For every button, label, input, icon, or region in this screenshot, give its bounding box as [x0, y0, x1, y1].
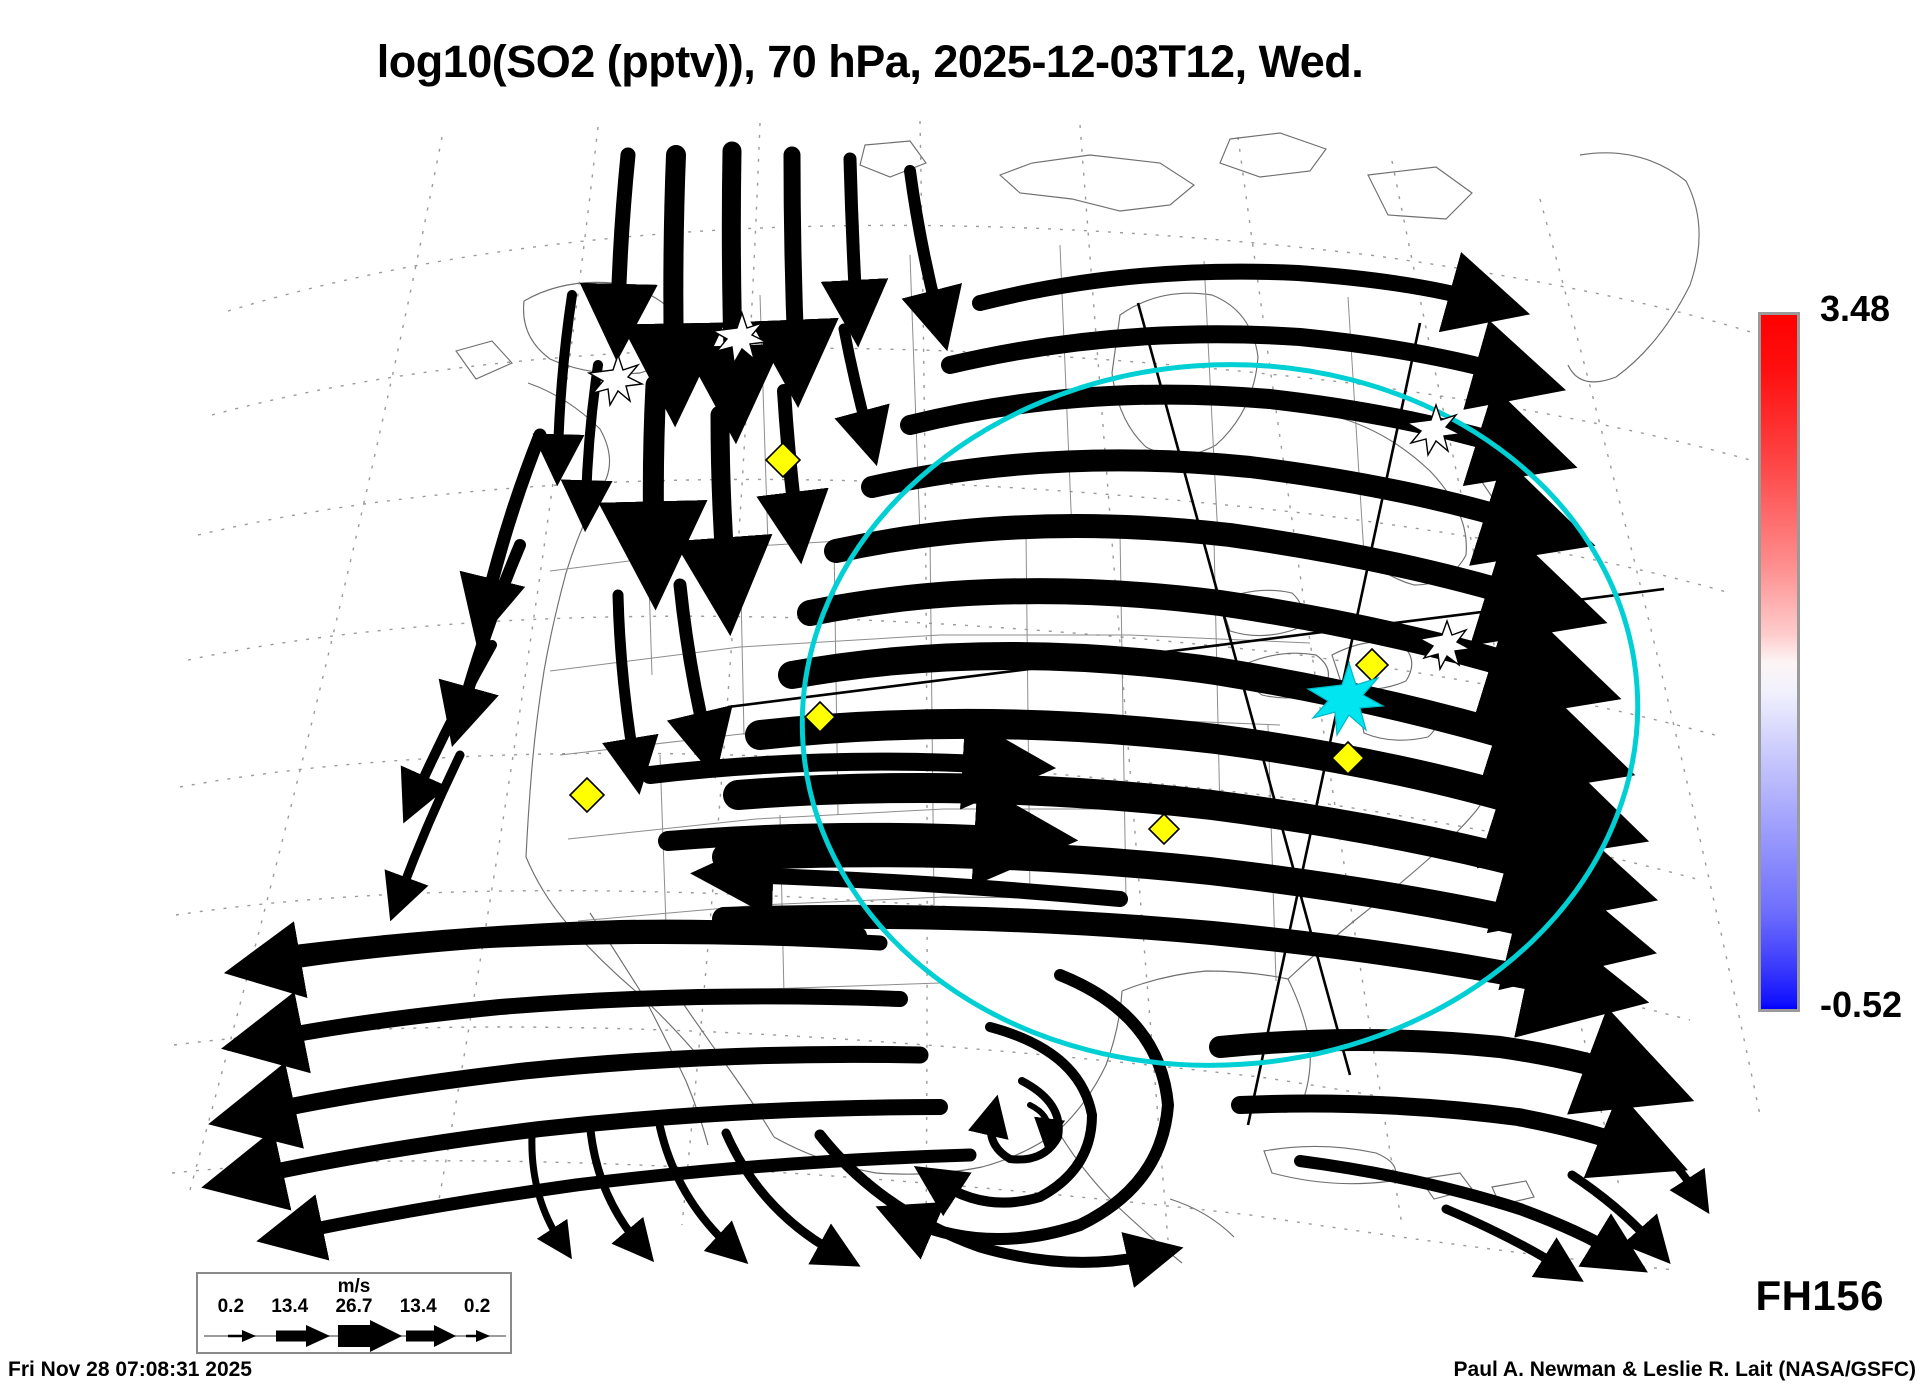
map-plot-area[interactable]: [120, 115, 1761, 1288]
colorbar-gradient: [1758, 312, 1800, 1012]
author-credit: Paul A. Newman & Leslie R. Lait (NASA/GS…: [1453, 1358, 1916, 1381]
forecast-hour-label: FH156: [1755, 1272, 1884, 1319]
station-marker-diamond: [803, 700, 837, 734]
graticule: [171, 120, 1761, 1271]
station-marker-diamond: [1147, 812, 1181, 846]
render-timestamp: Fri Nov 28 07:08:31 2025: [8, 1358, 252, 1381]
station-marker-diamond: [568, 776, 606, 814]
wind-units-label: m/s: [337, 1276, 371, 1297]
highlight-ring: [799, 362, 1641, 1068]
site-star-icon: [586, 352, 645, 408]
colorbar: 3.48 -0.52: [1758, 288, 1918, 1025]
wind-arrow-scale-icon: [204, 1320, 506, 1352]
wind-tick-1: 13.4: [271, 1296, 309, 1317]
site-markers: [586, 310, 1473, 672]
station-markers[interactable]: [568, 441, 1390, 846]
station-marker-diamond: [1354, 647, 1390, 683]
center-marker[interactable]: [1306, 661, 1386, 737]
wind-scale-legend: m/s 0.2 13.4 26.7 13.4 0.2: [196, 1272, 512, 1354]
colorbar-max-label: 3.48: [1820, 288, 1891, 329]
flight-tracks: [727, 302, 1665, 1126]
colorbar-min-label: -0.52: [1820, 984, 1903, 1025]
page-title: log10(SO2 (pptv)), 70 hPa, 2025-12-03T12…: [376, 36, 1364, 87]
wind-streamlines: [201, 141, 1710, 1288]
wind-tick-labels: 0.2 13.4 26.7 13.4 0.2: [198, 1296, 510, 1318]
map-coastlines: [455, 132, 1700, 1264]
station-marker-diamond: [1330, 740, 1366, 776]
site-star-icon: [1417, 618, 1473, 672]
wind-tick-2: 26.7: [335, 1296, 373, 1317]
center-star-icon: [1306, 661, 1386, 737]
map-svg: [171, 120, 1761, 1288]
site-star-icon: [1404, 402, 1463, 458]
wind-tick-0: 0.2: [217, 1296, 245, 1317]
site-star-icon: [710, 310, 769, 366]
station-marker-diamond: [764, 441, 802, 479]
wind-tick-4: 0.2: [463, 1296, 491, 1317]
wind-tick-3: 13.4: [399, 1296, 437, 1317]
